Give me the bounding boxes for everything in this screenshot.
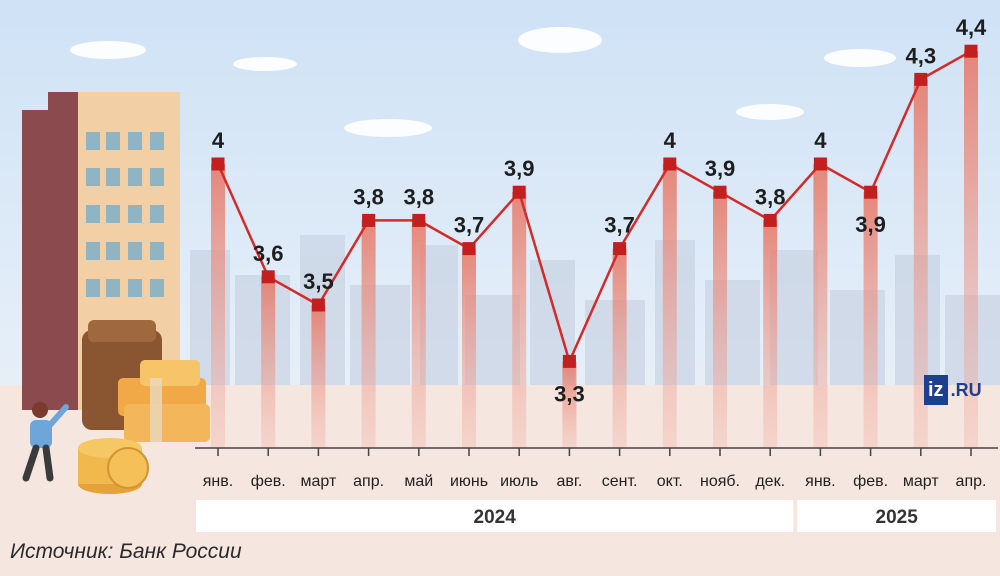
value-label-10: 4 [664, 128, 677, 153]
value-column-9 [612, 248, 627, 448]
data-line [216, 50, 972, 363]
value-column-7 [512, 192, 527, 448]
source-note: Источник: Банк России [10, 540, 242, 563]
data-point-14 [864, 185, 878, 199]
value-columns [211, 51, 978, 449]
value-label-14: 3,9 [855, 212, 886, 237]
x-tick-label-15: март [903, 473, 939, 490]
value-column-16 [964, 51, 978, 448]
value-column-11 [713, 192, 727, 448]
data-point-12 [763, 213, 777, 227]
data-point-6 [462, 242, 476, 256]
value-label-9: 3,7 [604, 213, 635, 238]
coin-stack-illustration [78, 438, 149, 494]
data-point-16 [964, 44, 978, 58]
value-column-3 [311, 305, 326, 448]
data-point-3 [311, 298, 325, 312]
x-axis-ticks: янв. фев. март апр. май июнь июль авг. сент. окт.… [203, 448, 987, 490]
year-band-2025 [797, 500, 996, 532]
data-point-9 [613, 242, 627, 256]
data-point-15 [914, 72, 928, 86]
value-label-5: 3,8 [404, 184, 435, 209]
value-label-3: 3,5 [303, 269, 334, 294]
x-tick-label-13: янв. [805, 473, 835, 490]
value-column-1 [211, 164, 225, 448]
data-point-2 [261, 270, 275, 284]
value-column-10 [662, 164, 677, 448]
x-tick-label-14: фев. [853, 473, 888, 490]
value-label-13: 4 [814, 128, 827, 153]
value-column-12 [763, 220, 778, 448]
year-groups: 2024 2025 [196, 500, 996, 532]
year-band-2024 [196, 500, 794, 532]
value-column-6 [462, 248, 476, 448]
logo-iz-text: iz [924, 375, 948, 405]
data-point-4 [362, 213, 376, 227]
value-label-8: 3,3 [554, 381, 585, 406]
x-tick-label-1: янв. [203, 473, 233, 490]
value-column-2 [261, 276, 276, 448]
x-tick-label-2: фев. [251, 473, 286, 490]
year-label-2025: 2025 [876, 507, 919, 528]
data-point-8 [562, 354, 576, 368]
x-tick-label-7: июль [500, 473, 538, 490]
series-line [216, 50, 972, 363]
x-tick-label-11: нояб. [700, 473, 740, 490]
data-point-1 [211, 157, 225, 171]
data-markers [211, 44, 978, 368]
value-column-5 [411, 220, 426, 448]
x-tick-label-10: окт. [657, 473, 683, 490]
iz-ru-logo: iz .RU [924, 374, 994, 406]
x-tick-label-5: май [404, 473, 433, 490]
value-label-4: 3,8 [353, 184, 384, 209]
data-point-13 [813, 157, 827, 171]
data-point-7 [512, 185, 526, 199]
x-tick-label-9: сент. [602, 473, 638, 490]
value-column-8 [562, 361, 577, 448]
x-tick-label-4: апр. [353, 473, 384, 490]
building-illustration [22, 92, 180, 410]
clouds-decoration [70, 27, 896, 137]
x-tick-label-16: апр. [956, 473, 987, 490]
value-label-12: 3,8 [755, 184, 786, 209]
x-tick-label-12: дек. [755, 473, 785, 490]
value-label-15: 4,3 [906, 43, 937, 68]
value-column-13 [813, 164, 828, 448]
value-label-1: 4 [212, 128, 225, 153]
value-column-14 [863, 192, 878, 448]
value-label-2: 3,6 [253, 241, 284, 266]
x-tick-label-3: март [301, 473, 337, 490]
logo-ru-text: .RU [950, 379, 982, 400]
data-labels: 4 3,6 3,5 3,8 3,8 3,7 3,9 3,3 3,7 4 3,9 3,8 4 3,9 4,3 4… [212, 15, 987, 406]
value-column-15 [913, 79, 928, 449]
value-label-16: 4,4 [956, 15, 987, 40]
value-column-4 [361, 220, 376, 448]
value-label-11: 3,9 [705, 156, 736, 181]
value-label-6: 3,7 [454, 213, 485, 238]
value-label-7: 3,9 [504, 156, 535, 181]
person-illustration [22, 402, 69, 482]
year-label-2024: 2024 [474, 507, 517, 528]
money-stacks-illustration [118, 360, 210, 442]
x-tick-label-8: авг. [557, 473, 583, 490]
data-point-11 [713, 185, 727, 199]
data-point-5 [412, 213, 426, 227]
data-point-10 [663, 157, 677, 171]
x-tick-label-6: июнь [450, 473, 488, 490]
